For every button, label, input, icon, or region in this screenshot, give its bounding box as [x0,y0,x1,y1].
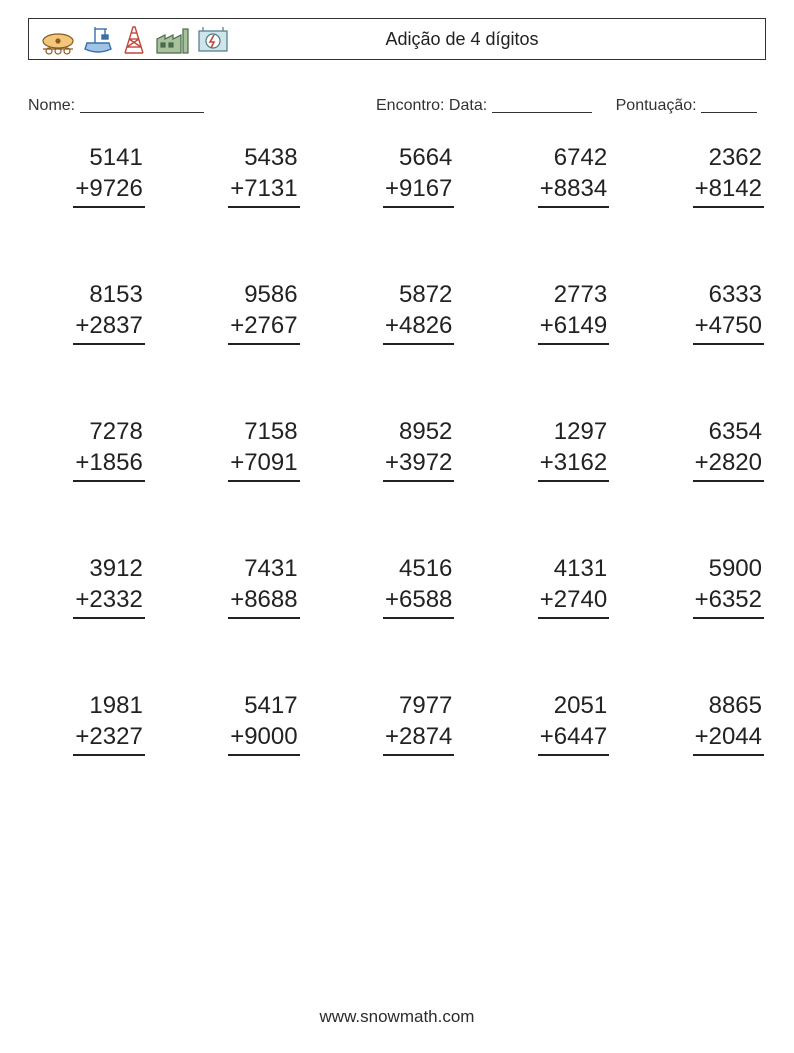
problem-25: 8865+2044 [649,691,764,756]
addend-bottom: +3162 [538,448,609,482]
addend-top: 8952 [383,417,454,448]
addend-bottom: +3972 [383,448,454,482]
addend-bottom: +1856 [73,448,144,482]
addend-bottom: +8142 [693,174,764,208]
footer-s: s [360,1007,369,1026]
problem-19: 4131+2740 [494,554,609,619]
footer-prefix: www. [320,1007,361,1026]
tank-icon [39,27,77,55]
footer-now: now [369,1007,400,1026]
score-blank[interactable] [701,95,757,113]
problem-12: 7158+7091 [185,417,300,482]
problem-18: 4516+6588 [340,554,455,619]
addend-top: 8153 [73,280,144,311]
problem-16: 3912+2332 [30,554,145,619]
addend-bottom: +2837 [73,311,144,345]
date-blank[interactable] [492,95,592,113]
title-bar: Adição de 4 dígitos [28,18,766,60]
addend-top: 6354 [693,417,764,448]
addend-top: 6742 [538,143,609,174]
problem-15: 6354+2820 [649,417,764,482]
worksheet-title: Adição de 4 dígitos [229,29,755,50]
problem-13: 8952+3972 [340,417,455,482]
problem-17: 7431+8688 [185,554,300,619]
encounter-label: Encontro: Data: [376,97,487,114]
problem-11: 7278+1856 [30,417,145,482]
name-label: Nome: [28,97,75,114]
addend-top: 5872 [383,280,454,311]
problem-22: 5417+9000 [185,691,300,756]
problem-24: 2051+6447 [494,691,609,756]
addend-top: 7431 [228,554,299,585]
addend-top: 1297 [538,417,609,448]
addend-bottom: +2740 [538,585,609,619]
problem-5: 2362+8142 [649,143,764,208]
addend-top: 5141 [73,143,144,174]
addend-top: 5664 [383,143,454,174]
addend-bottom: +2820 [693,448,764,482]
problem-20: 5900+6352 [649,554,764,619]
problem-10: 6333+4750 [649,280,764,345]
power-icon [197,25,229,55]
addend-top: 6333 [693,280,764,311]
problem-7: 9586+2767 [185,280,300,345]
addend-bottom: +9726 [73,174,144,208]
addend-bottom: +8688 [228,585,299,619]
problems-grid: 5141+9726 5438+7131 5664+9167 6742+8834 2362… [28,143,766,756]
addend-bottom: +6588 [383,585,454,619]
problem-8: 5872+4826 [340,280,455,345]
problem-4: 6742+8834 [494,143,609,208]
score-label: Pontuação: [616,97,697,114]
factory-icon [155,25,191,55]
header-icons [39,23,229,55]
addend-bottom: +7091 [228,448,299,482]
addend-top: 1981 [73,691,144,722]
addend-bottom: +6352 [693,585,764,619]
addend-top: 4131 [538,554,609,585]
problem-14: 1297+3162 [494,417,609,482]
footer-m: m [400,1007,414,1026]
addend-top: 7158 [228,417,299,448]
addend-bottom: +4826 [383,311,454,345]
addend-bottom: +8834 [538,174,609,208]
problem-9: 2773+6149 [494,280,609,345]
addend-bottom: +2044 [693,722,764,756]
problem-3: 5664+9167 [340,143,455,208]
footer-suffix: ath.com [414,1007,474,1026]
addend-top: 2051 [538,691,609,722]
addend-top: 9586 [228,280,299,311]
problem-6: 8153+2837 [30,280,145,345]
addend-top: 2362 [693,143,764,174]
problem-2: 5438+7131 [185,143,300,208]
problem-1: 5141+9726 [30,143,145,208]
addend-bottom: +2327 [73,722,144,756]
addend-top: 4516 [383,554,454,585]
oil-derrick-icon [119,23,149,55]
addend-top: 2773 [538,280,609,311]
addend-bottom: +2332 [73,585,144,619]
ship-crane-icon [83,25,113,55]
addend-bottom: +7131 [228,174,299,208]
name-blank[interactable] [80,95,204,113]
addend-bottom: +9000 [228,722,299,756]
addend-top: 7278 [73,417,144,448]
addend-top: 3912 [73,554,144,585]
addend-bottom: +6447 [538,722,609,756]
addend-bottom: +2874 [383,722,454,756]
problem-21: 1981+2327 [30,691,145,756]
addend-bottom: +9167 [383,174,454,208]
addend-bottom: +6149 [538,311,609,345]
footer: www.snowmath.com [0,1007,794,1027]
addend-bottom: +4750 [693,311,764,345]
addend-top: 7977 [383,691,454,722]
problem-23: 7977+2874 [340,691,455,756]
meta-row: Nome: Encontro: Data: Pontuação: [28,92,766,115]
addend-top: 5438 [228,143,299,174]
addend-top: 5417 [228,691,299,722]
addend-bottom: +2767 [228,311,299,345]
addend-top: 5900 [693,554,764,585]
addend-top: 8865 [693,691,764,722]
